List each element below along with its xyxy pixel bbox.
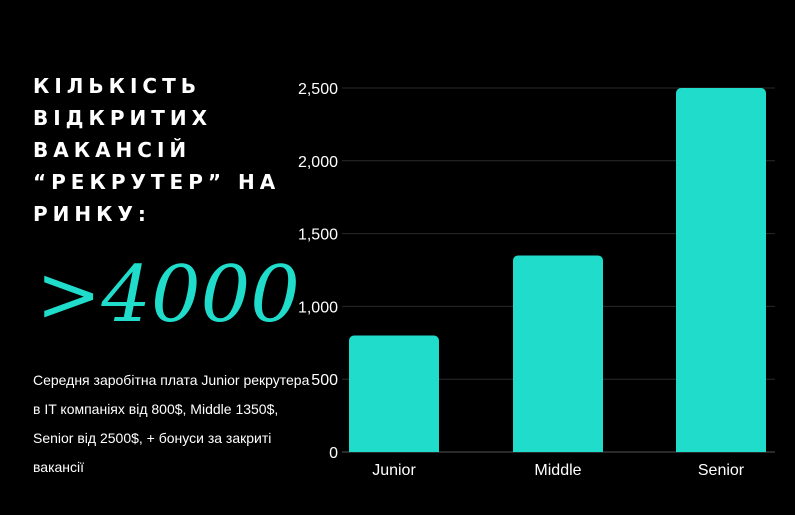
bar-middle [513, 255, 603, 452]
bar-base-middle [513, 446, 603, 452]
x-category-label: Middle [534, 462, 581, 479]
chart-title: КІЛЬКІСТЬ ВІДКРИТИХ ВАКАНСІЙ “РЕКРУТЕР” … [33, 74, 281, 226]
bar-base-senior [676, 446, 766, 452]
x-category-label: Senior [698, 462, 745, 479]
salary-description: Середня заробітна плата Junior рекрутера… [33, 372, 310, 475]
bar-base-junior [349, 446, 439, 452]
bar-senior [676, 88, 766, 452]
headline-number: >4000 [36, 250, 300, 340]
y-tick-label: 500 [311, 372, 338, 389]
y-tick-label: 2,500 [298, 81, 338, 98]
bar-junior [349, 335, 439, 452]
y-tick-label: 2,000 [298, 154, 338, 171]
y-tick-label: 1,500 [298, 227, 338, 244]
y-tick-label: 0 [329, 445, 338, 462]
y-tick-label: 1,000 [298, 299, 338, 316]
x-category-label: Junior [372, 462, 416, 479]
